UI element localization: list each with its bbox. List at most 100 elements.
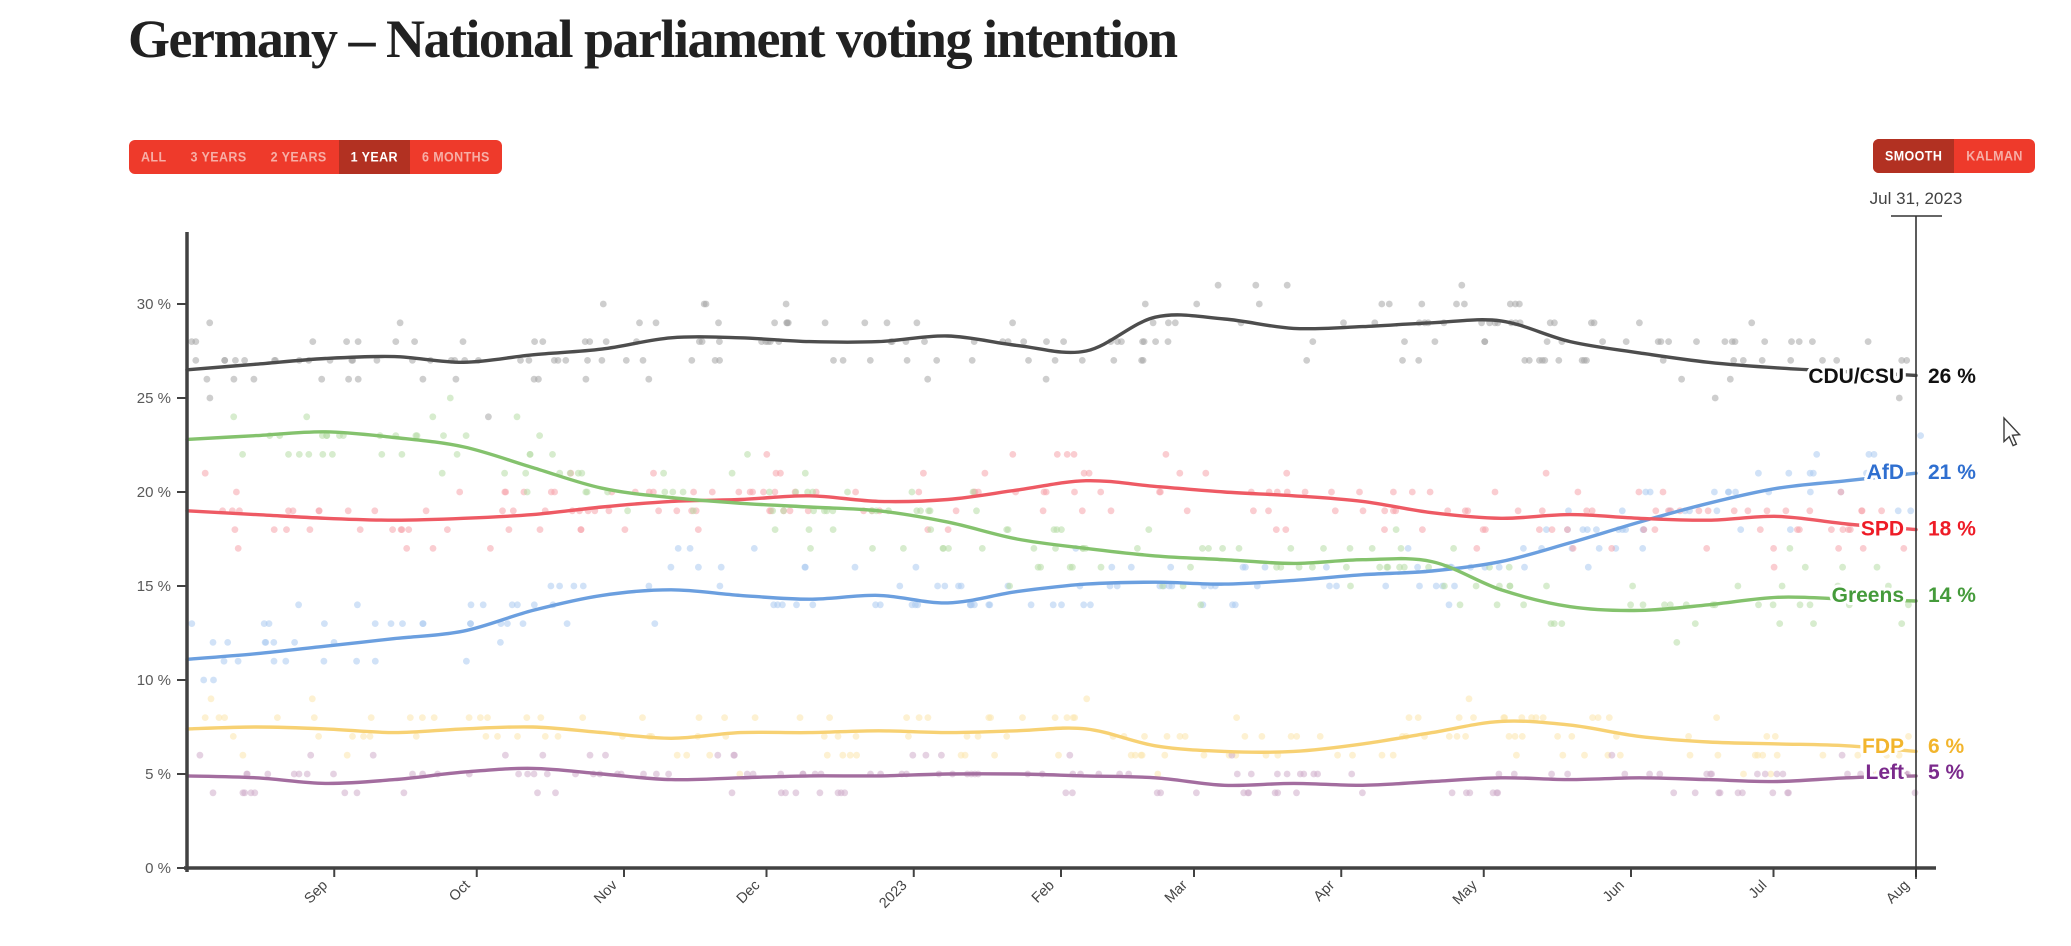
- poll-dot-AfD: [912, 563, 920, 571]
- poll-dot-FDP: [239, 751, 247, 759]
- poll-dot-AfD: [220, 657, 228, 665]
- poll-dot-SPD: [315, 507, 323, 515]
- poll-dot-FDP: [1349, 751, 1356, 759]
- poll-dot-AfD: [1242, 563, 1249, 571]
- poll-dot-CDU/CSU: [1043, 338, 1050, 345]
- poll-dot-CDU/CSU: [530, 375, 538, 383]
- series-label-SPD: SPD: [1861, 518, 1904, 541]
- poll-dot-FDP: [846, 751, 854, 759]
- poll-dot-SPD: [234, 545, 242, 552]
- poll-dot-SPD: [1085, 469, 1093, 477]
- poll-dot-Left: [295, 770, 303, 778]
- range-button-3-years[interactable]: 3 YEARS: [190, 149, 247, 165]
- poll-dot-SPD: [1070, 451, 1078, 458]
- poll-dot-CDU/CSU: [1895, 394, 1903, 402]
- poll-dot-FDP: [1854, 751, 1862, 759]
- poll-dot-FDP: [974, 733, 982, 740]
- poll-dot-AfD: [896, 582, 904, 590]
- poll-dot-SPD: [1071, 488, 1078, 496]
- poll-dot-Greens: [1003, 526, 1011, 533]
- poll-dot-SPD: [1356, 488, 1363, 496]
- poll-dot-SPD: [650, 488, 657, 496]
- poll-dot-SPD: [1301, 488, 1309, 496]
- poll-dot-Greens: [438, 469, 446, 477]
- poll-dot-Left: [534, 789, 541, 797]
- poll-dot-Greens: [1235, 545, 1243, 552]
- poll-dot-Greens: [1873, 563, 1881, 571]
- poll-dot-Left: [730, 751, 738, 759]
- range-button-1-year[interactable]: 1 YEAR: [338, 140, 410, 174]
- range-button-6-months[interactable]: 6 MONTHS: [421, 149, 490, 165]
- poll-dot-FDP: [537, 714, 545, 721]
- poll-dot-Greens: [1810, 620, 1817, 627]
- poll-dot-SPD: [1744, 507, 1752, 515]
- poll-dot-Left: [1066, 751, 1074, 759]
- poll-dot-Greens: [523, 488, 531, 496]
- poll-dot-AfD: [1520, 545, 1527, 552]
- poll-dot-Left: [290, 770, 298, 778]
- poll-dot-AfD: [779, 601, 786, 609]
- poll-dot-AfD: [717, 563, 725, 571]
- poll-dot-Greens: [1885, 582, 1892, 590]
- poll-dot-CDU/CSU: [343, 338, 350, 345]
- poll-dot-Left: [196, 751, 204, 759]
- poll-dot-FDP: [482, 733, 490, 740]
- poll-dot-FDP: [1127, 751, 1135, 759]
- poll-dot-FDP: [1819, 751, 1827, 759]
- poll-dot-Greens: [804, 488, 811, 496]
- poll-dot-AfD: [1725, 488, 1732, 496]
- poll-dot-CDU/CSU: [550, 357, 558, 364]
- poll-dot-CDU/CSU: [821, 319, 829, 327]
- poll-dot-AfD: [1127, 563, 1135, 571]
- poll-dot-SPD: [673, 507, 681, 515]
- smoothing-button-smooth[interactable]: SMOOTH: [1873, 139, 1955, 173]
- series-label-CDU/CSU: CDU/CSU: [1808, 365, 1904, 388]
- poll-dot-SPD: [1176, 469, 1184, 477]
- poll-dot-Left: [369, 751, 377, 759]
- poll-dot-FDP: [796, 714, 804, 721]
- poll-dot-FDP: [915, 714, 923, 721]
- series-label-AfD: AfD: [1867, 461, 1904, 484]
- poll-dot-CDU/CSU: [1453, 300, 1460, 308]
- poll-dot-SPD: [852, 488, 859, 496]
- range-button-2-years[interactable]: 2 YEARS: [270, 149, 327, 165]
- poll-dot-FDP: [987, 714, 994, 721]
- poll-dot-CDU/CSU: [1758, 357, 1766, 364]
- poll-dot-Greens: [1346, 545, 1354, 552]
- poll-dot-SPD: [1162, 451, 1170, 458]
- poll-dot-FDP: [554, 733, 562, 740]
- poll-dot-AfD: [1583, 526, 1591, 533]
- poll-dot-FDP: [1453, 733, 1461, 740]
- poll-dot-CDU/CSU: [1788, 338, 1795, 345]
- poll-dot-Greens: [1383, 563, 1391, 571]
- poll-dot-FDP: [360, 733, 367, 740]
- poll-dot-CDU/CSU: [1730, 357, 1738, 364]
- chart-axes: 0 % 5 % 10 % 15 % 20 % 25 % 30 % Sep Oct Nov Dec 20…: [137, 232, 1936, 912]
- poll-dot-AfD: [651, 620, 659, 627]
- poll-dot-SPD: [1491, 488, 1499, 496]
- poll-dot-SPD: [1183, 507, 1191, 515]
- poll-dot-CDU/CSU: [1622, 338, 1630, 345]
- smoothing-button-kalman[interactable]: KALMAN: [1966, 148, 2023, 164]
- trend-lines: [185, 313, 1918, 788]
- poll-dot-Greens: [1219, 545, 1226, 552]
- poll-dot-Left: [264, 770, 272, 778]
- poll-dot-Greens: [1145, 526, 1153, 533]
- poll-dot-Left: [1621, 770, 1629, 778]
- poll-dot-CDU/CSU: [1654, 338, 1662, 345]
- poll-dot-CDU/CSU: [1536, 357, 1543, 364]
- poll-dot-CDU/CSU: [192, 338, 200, 345]
- poll-dot-AfD: [399, 620, 406, 627]
- poll-dot-SPD: [536, 526, 544, 533]
- poll-dot-Greens: [378, 451, 386, 458]
- poll-dot-AfD: [966, 601, 974, 609]
- poll-dot-Greens: [398, 451, 406, 458]
- poll-dot-Greens: [574, 469, 582, 477]
- poll-dot-CDU/CSU: [1283, 281, 1291, 289]
- x-tick-label: Aug: [1883, 878, 1913, 908]
- poll-dot-AfD: [508, 601, 516, 609]
- poll-dot-CDU/CSU: [392, 338, 400, 345]
- poll-dot-CDU/CSU: [1378, 300, 1386, 308]
- range-button-all[interactable]: ALL: [141, 149, 167, 165]
